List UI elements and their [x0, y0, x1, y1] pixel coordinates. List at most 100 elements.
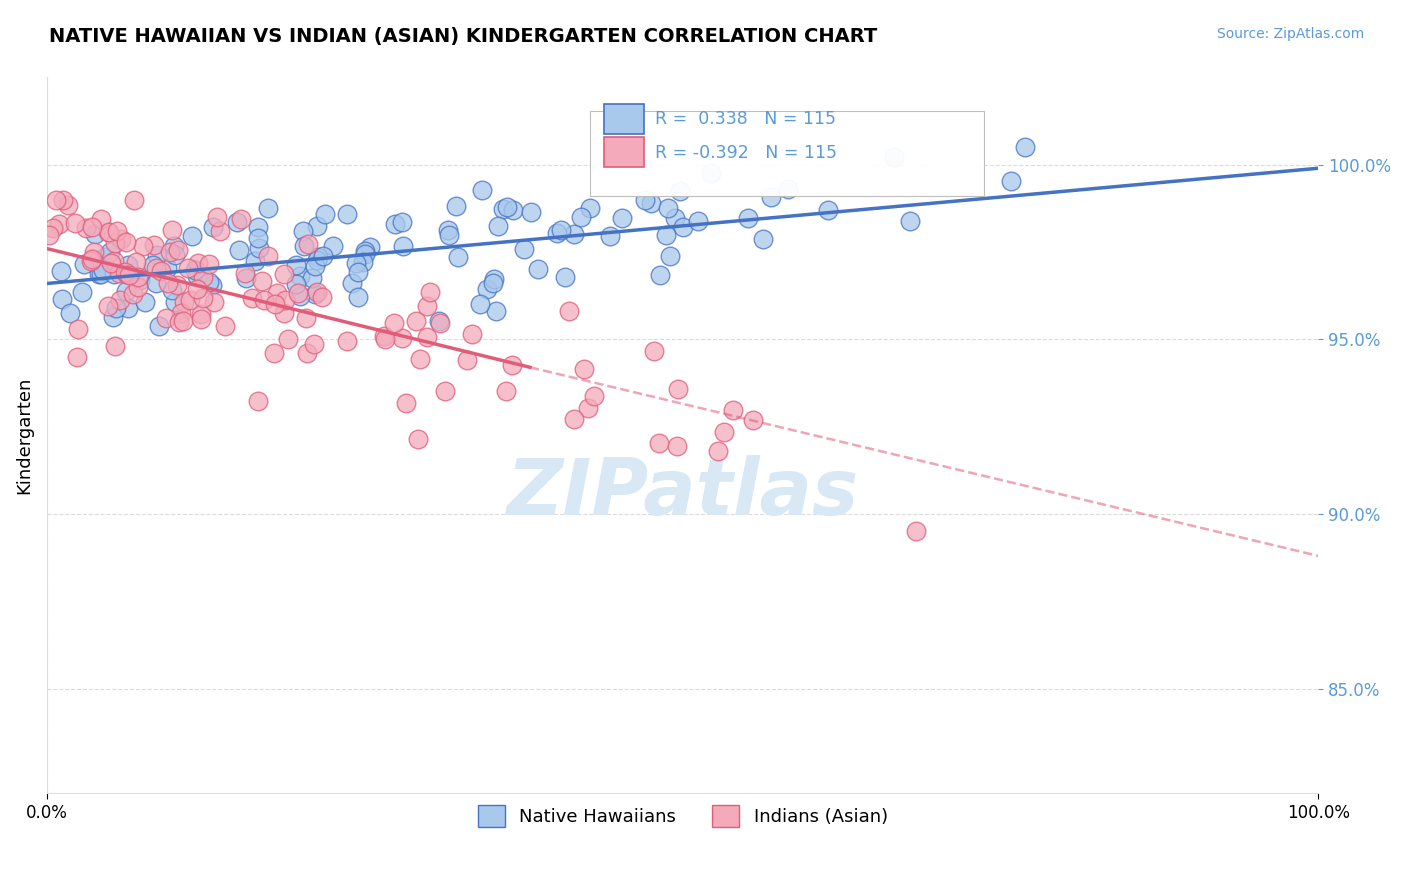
Point [273, 306, 295, 320]
Point [288, 289, 311, 303]
Point [415, 299, 437, 313]
Point [648, 268, 671, 283]
Point [447, 251, 470, 265]
Point [247, 393, 270, 408]
Point [486, 219, 509, 234]
Point [87, 267, 110, 281]
Point [686, 214, 709, 228]
Point [117, 301, 139, 316]
Point [776, 181, 799, 195]
Point [883, 150, 905, 164]
Point [477, 282, 499, 296]
Point [83, 244, 105, 259]
Point [713, 425, 735, 439]
Point [66, 321, 89, 335]
Point [250, 274, 273, 288]
Point [723, 403, 745, 417]
Point [579, 201, 602, 215]
Point [546, 226, 568, 240]
Point [127, 270, 149, 285]
Point [288, 268, 311, 283]
Point [263, 346, 285, 360]
Point [307, 285, 329, 299]
Point [482, 272, 505, 286]
Point [634, 193, 657, 207]
Point [257, 250, 280, 264]
Point [373, 329, 395, 343]
Point [114, 265, 136, 279]
Point [1000, 174, 1022, 188]
Point [226, 215, 249, 229]
Point [347, 265, 370, 279]
Point [643, 343, 665, 358]
Point [301, 271, 323, 285]
Point [311, 290, 333, 304]
Point [659, 249, 682, 263]
Point [572, 361, 595, 376]
Point [437, 223, 460, 237]
Point [201, 277, 224, 292]
Point [243, 253, 266, 268]
Point [382, 317, 405, 331]
Point [186, 282, 208, 296]
Point [228, 243, 250, 257]
Point [305, 252, 328, 267]
Point [84, 227, 107, 241]
Point [640, 196, 662, 211]
Point [122, 193, 145, 207]
Point [38, 227, 60, 242]
Point [100, 255, 122, 269]
Point [51, 292, 73, 306]
Point [352, 254, 374, 268]
Point [277, 332, 299, 346]
Point [550, 223, 572, 237]
Point [669, 184, 692, 198]
Point [287, 285, 309, 300]
Point [82, 219, 104, 234]
Point [98, 244, 121, 259]
Point [502, 203, 524, 218]
Point [657, 201, 679, 215]
Point [156, 260, 179, 275]
Point [273, 267, 295, 281]
Point [42, 221, 65, 235]
Point [134, 295, 156, 310]
Point [45, 193, 67, 207]
Point [557, 304, 579, 318]
Point [263, 297, 285, 311]
Point [576, 401, 599, 415]
Point [456, 353, 478, 368]
Point [295, 345, 318, 359]
Point [468, 296, 491, 310]
Point [374, 332, 396, 346]
Point [190, 307, 212, 321]
Point [114, 235, 136, 249]
Point [108, 293, 131, 307]
Point [340, 276, 363, 290]
Point [90, 267, 112, 281]
Point [353, 244, 375, 258]
Y-axis label: Kindergarten: Kindergarten [15, 376, 32, 494]
Point [104, 301, 127, 316]
Point [737, 211, 759, 225]
Point [599, 229, 621, 244]
Point [741, 413, 763, 427]
Legend: Native Hawaiians, Indians (Asian): Native Hawaiians, Indians (Asian) [470, 798, 894, 834]
Point [115, 267, 138, 281]
Point [80, 253, 103, 268]
Point [177, 261, 200, 276]
Point [898, 214, 921, 228]
Point [235, 271, 257, 285]
Point [231, 212, 253, 227]
FancyBboxPatch shape [603, 104, 644, 134]
Point [409, 352, 432, 367]
Point [150, 264, 173, 278]
Point [129, 273, 152, 287]
Point [162, 283, 184, 297]
Point [405, 314, 427, 328]
Point [344, 255, 367, 269]
Point [166, 244, 188, 258]
Point [336, 334, 359, 349]
Point [181, 229, 204, 244]
FancyBboxPatch shape [589, 112, 984, 195]
